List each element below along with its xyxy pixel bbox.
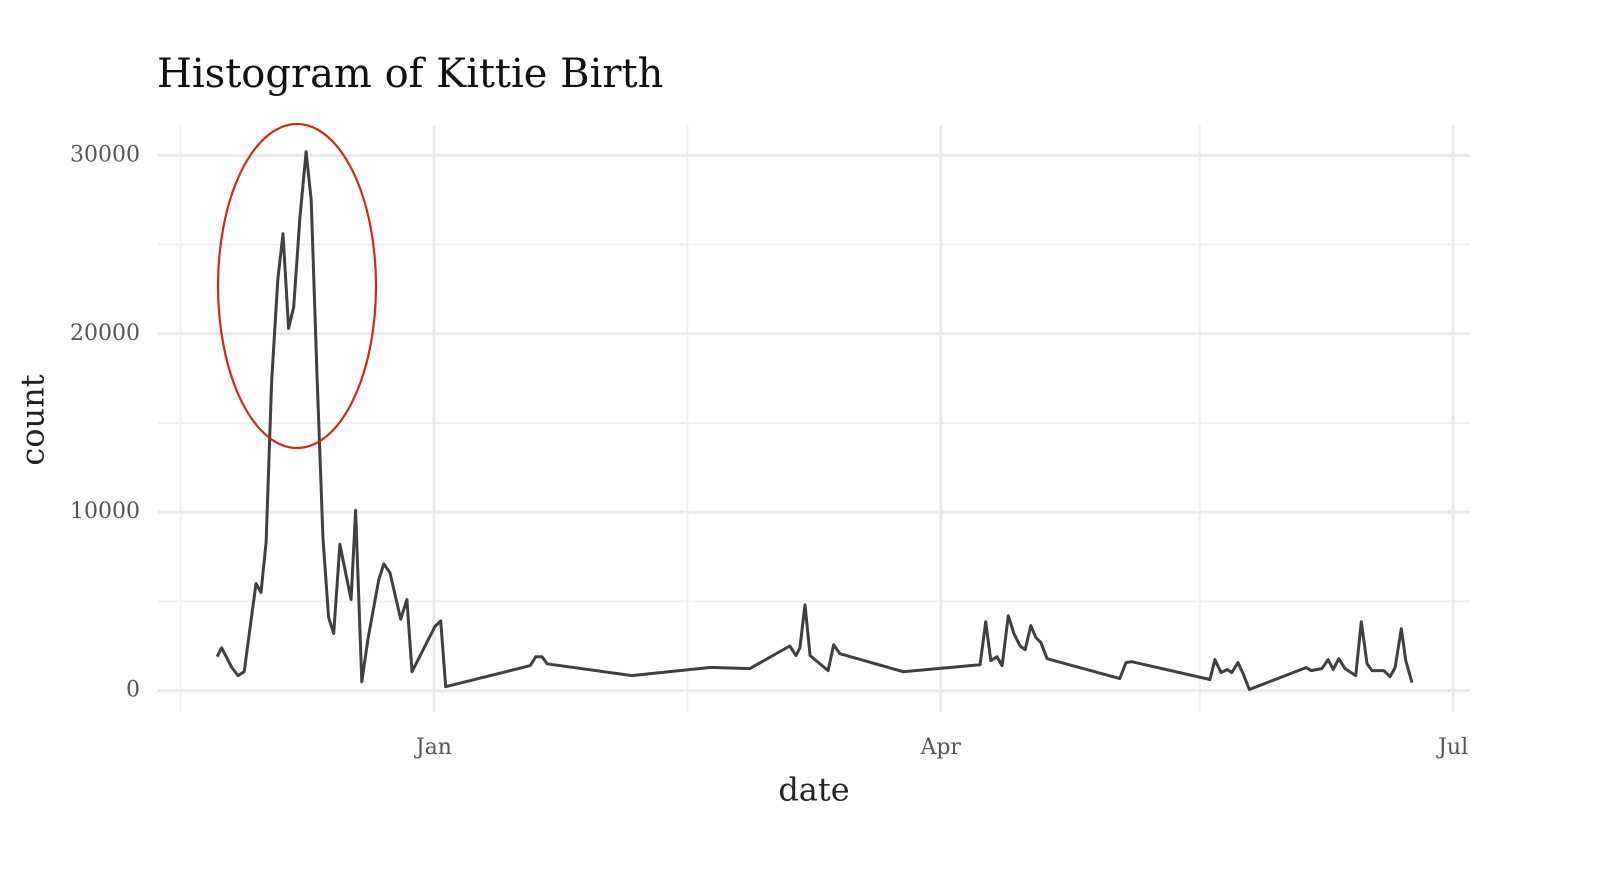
- grid: [158, 125, 1470, 712]
- x-tick-label: Apr: [919, 735, 961, 760]
- x-tick-label: Jan: [414, 735, 452, 760]
- chart-title: Histogram of Kittie Birth: [157, 51, 663, 97]
- y-tick-label: 20000: [70, 321, 140, 346]
- plot-area: [215, 150, 1414, 691]
- y-axis-label: count: [14, 374, 52, 465]
- x-tick-label: Jul: [1436, 735, 1468, 760]
- y-tick-label: 10000: [70, 499, 140, 524]
- highlight-ellipse: [216, 122, 378, 450]
- line: [215, 150, 1414, 691]
- y-tick-label: 0: [126, 678, 140, 703]
- x-axis-label: date: [778, 771, 849, 809]
- y-tick-label: 30000: [70, 142, 140, 167]
